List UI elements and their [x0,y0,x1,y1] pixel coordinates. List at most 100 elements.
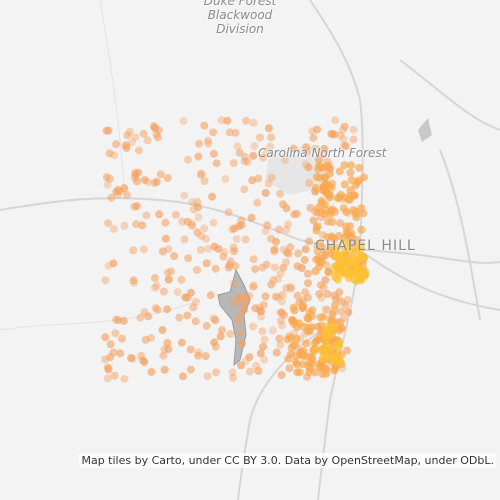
heat-point [342,208,351,216]
road [0,299,201,331]
heat-point [240,157,249,166]
heat-point [106,174,115,183]
heat-point [321,305,330,314]
attribution: Map tiles by Carto, under CC BY 3.0. Dat… [79,453,496,468]
heat-point [270,247,279,256]
heat-point [151,304,160,312]
heat-point [164,345,173,354]
heat-point [211,316,220,325]
heat-point [321,276,330,285]
heat-points [101,116,369,383]
heat-point [164,275,173,284]
lake [418,118,432,142]
heat-point [293,291,302,300]
heat-point [313,322,322,331]
heat-point [178,217,187,226]
heat-point [140,308,149,317]
heat-point [184,155,193,164]
heat-point [180,191,189,200]
heat-point [304,361,313,370]
heat-point [328,310,337,319]
heat-point [126,127,134,136]
heat-point [317,196,326,205]
heat-point [319,150,328,159]
heat-point [304,314,313,323]
heat-point [322,322,331,331]
heat-point [129,246,138,255]
heat-point [314,155,323,164]
heat-point [264,179,273,188]
heat-point [257,307,265,316]
heat-point [123,131,132,140]
heat-point [325,169,334,178]
heat-point [236,328,245,337]
heat-point [347,161,356,170]
heat-point [237,339,246,348]
heat-point [299,303,308,312]
heat-point [333,250,342,259]
heat-point [319,348,328,357]
heat-point [305,368,314,377]
heat-point [203,372,212,381]
heat-point [241,235,250,244]
heat-point [347,176,356,185]
heat-point [335,288,344,297]
heat-point [186,365,195,374]
heat-point [121,141,130,150]
heat-point [249,281,258,290]
heat-point [293,323,302,332]
heat-point [352,213,361,222]
heat-point [247,213,256,222]
heat-point [275,334,284,343]
heat-point [109,348,118,357]
heat-point [331,262,339,271]
heat-point [333,275,342,284]
heat-point [170,252,179,261]
heat-point [128,138,137,147]
heat-point [261,189,270,197]
heat-point [211,264,220,273]
heat-point [330,130,339,139]
heat-point [186,345,195,354]
heat-point [242,297,251,306]
heat-point [214,245,223,253]
heat-point [196,245,205,254]
heat-point [353,178,362,187]
heat-point [319,312,328,321]
heat-point [134,146,143,155]
heat-point [163,305,172,314]
heat-point [227,257,235,266]
heat-point [104,261,113,270]
heat-point [167,267,176,276]
heat-point [104,365,113,374]
heat-point [282,248,291,257]
city-label: CHAPEL HILL [315,238,416,254]
heat-point [235,311,244,320]
heat-point [329,353,338,361]
heat-point [127,354,135,362]
heat-point [308,306,317,315]
heat-point [287,284,295,293]
heat-point [346,168,355,177]
heat-point [109,259,118,268]
heat-point [137,351,146,360]
heat-point [101,333,110,342]
heat-point [270,263,279,272]
heat-point [234,317,243,326]
heat-point [202,259,211,268]
heat-point [301,245,310,254]
heat-point [195,139,203,148]
heat-point [218,326,226,335]
heat-point [267,133,276,142]
heat-point [345,195,354,204]
heat-point [299,296,307,305]
heat-point [152,281,161,290]
heat-point [319,163,327,172]
heat-point [314,203,323,212]
heat-point [109,225,118,234]
heat-point [226,330,235,338]
heat-point [202,321,211,330]
heat-point [269,276,278,285]
heat-point [233,142,242,151]
heat-point [271,292,280,301]
